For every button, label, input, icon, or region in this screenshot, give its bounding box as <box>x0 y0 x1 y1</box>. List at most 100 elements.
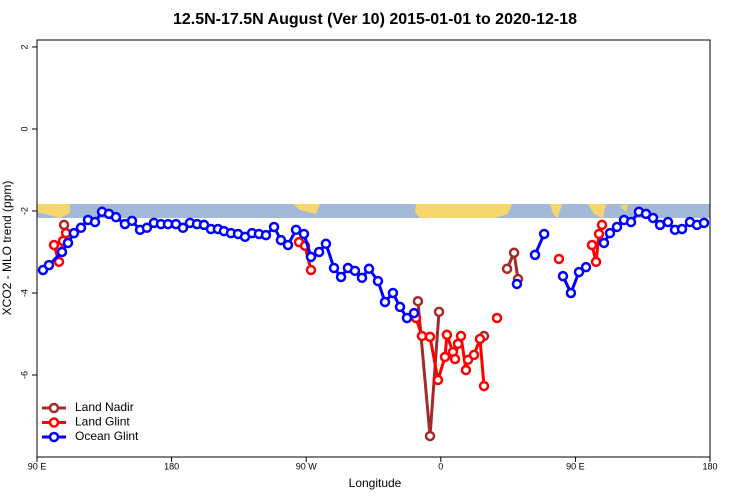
data-point <box>580 261 592 273</box>
chart-title: 12.5N-17.5N August (Ver 10) 2015-01-01 t… <box>173 11 577 28</box>
data-point <box>573 266 585 278</box>
legend-label: Land Nadir <box>75 400 134 414</box>
data-point <box>460 364 472 376</box>
x-tick-label: 0 <box>438 461 443 471</box>
x-axis-title: Longitude <box>349 476 402 490</box>
data-point <box>68 227 80 239</box>
data-point <box>698 217 710 229</box>
data-point <box>593 228 605 240</box>
data-point <box>177 222 189 234</box>
data-point <box>356 272 368 284</box>
data-point <box>328 262 340 274</box>
land-patch <box>415 204 512 218</box>
data-point <box>590 256 602 268</box>
data-point <box>313 246 325 258</box>
data-point <box>416 330 428 342</box>
data-point <box>56 246 68 258</box>
data-point <box>53 256 65 268</box>
x-tick-label: 180 <box>164 461 179 471</box>
data-point <box>647 212 659 224</box>
data-point <box>565 287 577 299</box>
land-patch <box>37 204 70 218</box>
data-point <box>508 247 520 259</box>
y-tick-label: -4 <box>19 289 29 297</box>
data-point <box>501 263 513 275</box>
data-point <box>141 222 153 234</box>
land-patch <box>550 204 562 218</box>
data-point <box>379 296 391 308</box>
data-point <box>282 239 294 251</box>
y-tick-label: 2 <box>19 44 29 49</box>
legend-label: Land Glint <box>75 415 130 429</box>
data-point <box>387 287 399 299</box>
data-point <box>604 227 616 239</box>
data-point <box>408 307 420 319</box>
data-point <box>474 333 486 345</box>
land-patch <box>620 204 628 212</box>
x-tick-label: 90 E <box>28 461 47 471</box>
data-point <box>598 237 610 249</box>
land-patch <box>588 204 606 218</box>
data-point <box>439 351 451 363</box>
y-tick-label: -6 <box>19 371 29 379</box>
x-tick-label: 180 <box>702 461 717 471</box>
data-point <box>298 228 310 240</box>
data-point <box>662 216 674 228</box>
data-point <box>275 234 287 246</box>
data-point <box>58 219 70 231</box>
data-point <box>363 263 375 275</box>
data-point <box>89 216 101 228</box>
data-point <box>75 222 87 234</box>
land-patch <box>293 204 320 214</box>
data-point <box>676 223 688 235</box>
data-point <box>305 251 317 263</box>
data-point <box>596 219 608 231</box>
data-point <box>538 228 550 240</box>
data-point <box>455 330 467 342</box>
x-tick-label: 90 W <box>296 461 318 471</box>
data-point <box>349 265 361 277</box>
data-point <box>268 221 280 233</box>
legend-label: Ocean Glint <box>75 429 139 443</box>
data-point <box>433 306 445 318</box>
data-point <box>449 353 461 365</box>
data-point <box>557 270 569 282</box>
data-point <box>432 374 444 386</box>
data-point <box>43 259 55 271</box>
data-point <box>126 215 138 227</box>
y-axis-title: XCO2 - MLO trend (ppm) <box>0 181 14 316</box>
data-point <box>424 430 436 442</box>
data-point <box>305 264 317 276</box>
land-mask <box>37 204 710 218</box>
data-point <box>441 329 453 341</box>
y-tick-label: -2 <box>19 207 29 215</box>
data-point <box>372 275 384 287</box>
y-tick-label: 0 <box>19 126 29 131</box>
data-point <box>625 216 637 228</box>
legend-marker <box>48 417 60 428</box>
data-point <box>290 224 302 236</box>
data-point <box>48 239 60 251</box>
data-point <box>611 221 623 233</box>
data-point <box>320 238 332 250</box>
x-tick-label: 90 E <box>566 461 585 471</box>
data-point <box>335 271 347 283</box>
legend-marker <box>48 431 60 443</box>
data-point <box>491 312 503 324</box>
data-point <box>110 211 122 223</box>
data-point <box>586 239 598 251</box>
data-point <box>62 237 74 249</box>
data-point <box>401 312 413 324</box>
data-point <box>468 349 480 361</box>
ocean-strip <box>37 204 710 218</box>
data-point <box>553 253 565 265</box>
data-point <box>412 295 424 307</box>
data-point <box>511 278 523 290</box>
data-point <box>478 380 490 392</box>
data-point <box>424 331 436 343</box>
plot-frame <box>36 39 711 458</box>
data-point <box>394 301 406 313</box>
legend-marker <box>48 402 60 414</box>
data-point <box>529 249 541 261</box>
